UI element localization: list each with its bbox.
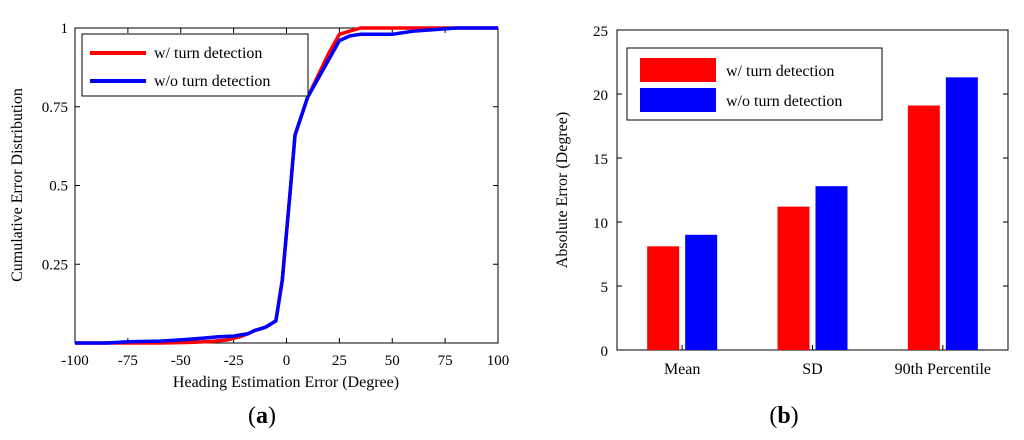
bar-legend-label-1: w/ turn detection	[726, 63, 834, 80]
cdf-x-tick-label: -50	[171, 353, 191, 369]
bar-marks	[647, 77, 978, 351]
bar-category-label-1: Mean	[664, 361, 700, 378]
cdf-legend: w/ turn detection w/o turn detection	[81, 33, 309, 97]
cdf-x-tick-label: 0	[283, 353, 291, 369]
bar-3-series-1	[907, 105, 940, 351]
error-bar-chart: 0 5 10 15 20 25 Mean SD 90th Percentile Absolut…	[554, 24, 1009, 429]
cdf-series-lines	[75, 26, 498, 345]
cdf-x-ticks: -100 -75 -50 -25 0 25 50 75 100	[61, 28, 509, 369]
cdf-y-tick-label: 0.25	[42, 257, 68, 273]
cdf-legend-box	[81, 33, 309, 97]
bar-1-series-1	[647, 246, 680, 350]
bar-y-tick-label: 10	[593, 216, 608, 232]
cdf-series-line-2	[75, 26, 498, 345]
bar-3-series-2	[945, 77, 978, 351]
bar-1-series-2	[685, 234, 718, 350]
bar-2-series-1	[777, 206, 810, 350]
cdf-x-tick-label: 75	[438, 353, 453, 369]
cdf-x-axis-label: Heading Estimation Error (Degree)	[173, 374, 399, 391]
bar-legend-swatch-2	[640, 88, 716, 112]
bar-category-label-2: SD	[802, 361, 822, 378]
cdf-y-axis-label: Cumulative Error Distribution	[9, 88, 26, 282]
panel-label-a: (a)	[248, 403, 276, 429]
bar-category-labels: Mean SD 90th Percentile	[664, 345, 991, 378]
cdf-x-tick-label: 50	[385, 353, 400, 369]
cdf-y-tick-label: 0.5	[49, 179, 68, 195]
bar-y-tick-label: 0	[601, 344, 609, 360]
bar-y-tick-label: 20	[593, 88, 608, 104]
cdf-y-tick-label: 1	[61, 21, 69, 37]
cdf-x-tick-label: -100	[61, 353, 89, 369]
bar-y-axis-label: Absolute Error (Degree)	[554, 112, 571, 268]
cdf-x-tick-label: 25	[332, 353, 347, 369]
bar-y-tick-label: 5	[601, 280, 609, 296]
cdf-x-tick-label: -25	[224, 353, 244, 369]
bar-y-tick-label: 25	[593, 24, 608, 40]
bar-category-label-3: 90th Percentile	[895, 361, 991, 378]
bar-legend-swatch-1	[640, 58, 716, 82]
cdf-y-tick-label: 0.75	[42, 100, 68, 116]
cdf-x-tick-label: -75	[118, 353, 138, 369]
cdf-chart: -100 -75 -50 -25 0 25 50 75 100 1 0.75 0.5 0.25 Hea…	[9, 21, 509, 429]
cdf-y-ticks: 1 0.75 0.5 0.25	[42, 21, 498, 273]
panel-label-b: (b)	[769, 403, 798, 429]
cdf-x-tick-label: 100	[487, 353, 510, 369]
bar-y-tick-label: 15	[593, 152, 608, 168]
cdf-legend-label-2: w/o turn detection	[154, 73, 270, 90]
bar-2-series-2	[815, 186, 848, 350]
cdf-legend-label-1: w/ turn detection	[154, 45, 262, 62]
bar-legend: w/ turn detection w/o turn detection	[626, 47, 883, 121]
bar-y-ticks: 0 5 10 15 20 25	[593, 24, 1008, 360]
bar-legend-label-2: w/o turn detection	[726, 93, 842, 110]
